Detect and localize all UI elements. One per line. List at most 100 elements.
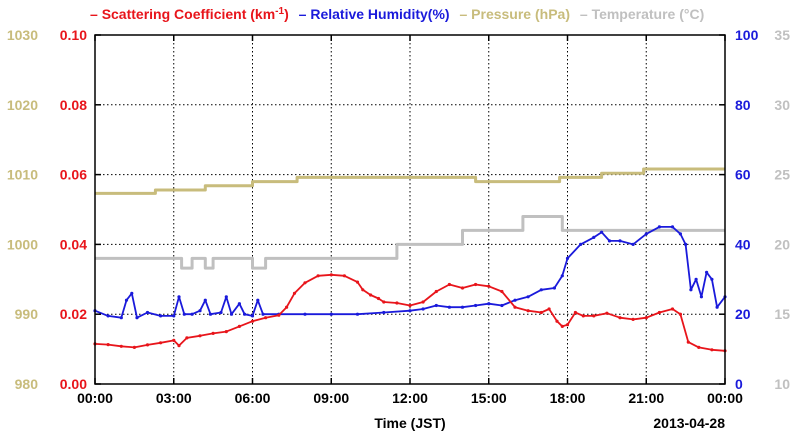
scattering-point <box>592 314 596 318</box>
scattering-point <box>355 280 360 284</box>
x-tick-label: 06:00 <box>235 390 271 406</box>
humidity-point <box>303 312 307 316</box>
scattering-point <box>460 286 465 290</box>
scattering-point <box>177 344 181 348</box>
x-tick-label: 03:00 <box>156 390 192 406</box>
pressure-series-line <box>95 167 725 195</box>
scattering-point <box>106 343 110 347</box>
scattering-point <box>237 324 241 328</box>
scattering-point <box>292 291 297 295</box>
scattering-point <box>145 343 150 347</box>
humidity-point <box>526 295 530 299</box>
humidity-series-line <box>94 225 726 319</box>
scattering-point <box>119 344 123 348</box>
humidity-point <box>198 309 202 313</box>
legend-humidity: – Relative Humidity(%) <box>299 6 450 22</box>
scattering-point <box>474 282 478 287</box>
scattering-point <box>211 331 215 335</box>
scattering-point <box>447 282 451 287</box>
scattering-point <box>697 345 701 349</box>
humidity-point <box>219 310 223 315</box>
series-layer <box>93 167 727 353</box>
scattering-point <box>565 323 570 327</box>
ticks: 00:00 03:00 06:00 09:00 12:00 15:00 18:00 21:00… <box>7 27 790 406</box>
humidity-point <box>513 298 517 302</box>
humidity-point <box>261 312 265 316</box>
pressure-tick-label: 990 <box>15 306 39 322</box>
x-axis-label: Time (JST) <box>374 415 445 431</box>
humidity-point <box>579 242 583 246</box>
scattering-point <box>513 305 517 309</box>
scattering-point <box>618 316 622 320</box>
scattering-point <box>434 289 438 294</box>
humidity-point <box>190 312 194 316</box>
x-tick-label: 09:00 <box>313 390 349 406</box>
scattering-point <box>303 281 307 285</box>
scattering-point <box>573 310 578 315</box>
scattering-point <box>560 324 564 328</box>
humidity-point <box>487 302 491 306</box>
humidity-point <box>159 314 163 318</box>
pressure-tick-label: 1030 <box>7 27 38 43</box>
humidity-point <box>657 225 662 229</box>
humidity-point <box>500 303 504 308</box>
scattering-point <box>361 288 365 292</box>
humidity-point <box>618 239 622 243</box>
humidity-point <box>329 312 333 316</box>
humidity-point <box>631 242 635 246</box>
scattering-point <box>342 274 346 278</box>
scattering-point <box>224 330 228 334</box>
humidity-point <box>474 303 478 308</box>
pressure-tick-label: 1020 <box>7 97 38 113</box>
humidity-point <box>119 316 123 320</box>
scattering-point <box>539 310 543 315</box>
humidity-point <box>177 295 181 299</box>
humidity-point <box>237 302 241 306</box>
scattering-point <box>526 309 530 313</box>
x-tick-label: 15:00 <box>471 390 507 406</box>
temperature-tick-label: 10 <box>774 376 790 392</box>
humidity-point <box>460 305 465 309</box>
humidity-point <box>607 239 612 243</box>
humidity-point <box>256 298 260 302</box>
humidity-point <box>250 314 255 318</box>
scattering-tick-label: 0.10 <box>60 27 87 43</box>
humidity-point <box>208 312 213 316</box>
humidity-point <box>552 286 557 290</box>
scattering-point <box>670 307 675 311</box>
humidity-point <box>135 316 139 320</box>
humidity-point <box>689 288 693 292</box>
humidity-point <box>670 225 675 229</box>
scattering-point <box>631 317 635 321</box>
scattering-point <box>678 312 683 316</box>
humidity-tick-label: 20 <box>735 306 751 322</box>
humidity-point <box>382 310 386 315</box>
scattering-point <box>395 301 399 305</box>
scattering-point <box>185 336 189 340</box>
humidity-point <box>224 295 228 299</box>
humidity-point <box>644 232 648 236</box>
temperature-tick-label: 25 <box>774 167 790 183</box>
humidity-point <box>699 295 704 299</box>
scattering-point <box>316 274 320 278</box>
scattering-tick-label: 0.00 <box>60 376 87 392</box>
scattering-point <box>264 316 268 320</box>
scattering-point <box>172 338 176 342</box>
humidity-tick-label: 100 <box>735 27 759 43</box>
humidity-point <box>106 314 110 318</box>
scattering-point <box>250 319 255 323</box>
humidity-point <box>130 291 134 295</box>
humidity-point <box>710 277 714 281</box>
scattering-point <box>329 273 333 277</box>
scattering-point <box>159 341 163 345</box>
scattering-tick-label: 0.02 <box>60 306 87 322</box>
humidity-tick-label: 40 <box>735 236 751 252</box>
humidity-point <box>355 312 360 316</box>
pressure-tick-label: 1010 <box>7 167 38 183</box>
humidity-point <box>243 312 247 316</box>
humidity-point <box>447 305 451 309</box>
humidity-point <box>592 235 596 239</box>
humidity-point <box>560 274 564 278</box>
humidity-point <box>172 314 176 318</box>
legend-scattering: – Scattering Coefficient (km-1) <box>90 6 289 22</box>
